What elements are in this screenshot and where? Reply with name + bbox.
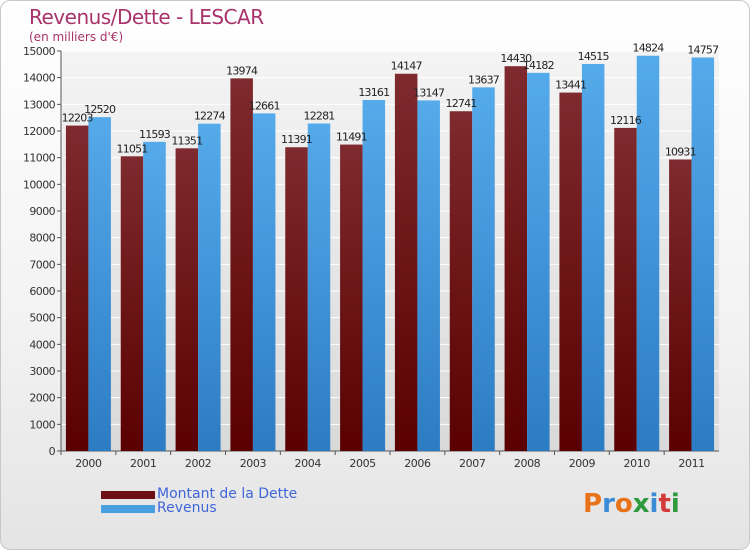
y-tick-label: 3000 (29, 365, 55, 378)
legend-label-debt: Montant de la Dette (157, 486, 298, 502)
x-tick-label: 2001 (130, 457, 156, 470)
data-label-debt: 11391 (281, 133, 312, 146)
bar-revenue (252, 113, 276, 451)
logo-letter: P (583, 489, 603, 519)
bar-revenue (527, 72, 550, 452)
logo-letter: r (602, 489, 615, 519)
x-tick-label: 2010 (624, 457, 651, 470)
bar-revenue (472, 87, 495, 451)
bar-revenue (636, 55, 660, 452)
data-label-revenue: 13637 (468, 73, 500, 86)
x-tick-label: 2002 (185, 457, 211, 470)
y-tick-label: 8000 (29, 232, 55, 245)
data-label-revenue: 11593 (139, 128, 171, 141)
legend-swatch-revenue (101, 505, 155, 513)
data-label-revenue: 12274 (194, 110, 226, 123)
data-label-revenue: 12520 (84, 103, 116, 116)
x-tick-label: 2008 (514, 457, 541, 470)
x-tick-label: 2009 (569, 457, 596, 470)
x-tick-label: 2011 (678, 457, 704, 470)
y-tick-label: 0 (49, 445, 56, 458)
y-tick-label: 9000 (29, 205, 55, 218)
data-label-revenue: 14182 (523, 59, 554, 72)
bar-debt (175, 148, 199, 451)
logo-letter: o (614, 489, 633, 519)
bar-debt (285, 147, 308, 452)
bar-revenue (417, 100, 440, 451)
data-label-debt: 12741 (446, 97, 477, 110)
bar-debt (340, 144, 363, 451)
logo-letter: t (658, 489, 671, 519)
data-label-debt: 12203 (62, 112, 94, 125)
logo-letter: x (632, 489, 650, 519)
bar-revenue (307, 123, 331, 452)
y-tick-label: 4000 (29, 338, 55, 351)
y-tick-label: 15000 (23, 45, 56, 58)
y-tick-label: 13000 (23, 98, 56, 111)
bar-revenue (581, 63, 605, 451)
data-label-revenue: 13147 (413, 86, 445, 99)
bar-revenue (198, 123, 221, 452)
bar-debt (559, 92, 582, 451)
bar-debt (669, 159, 692, 452)
data-label-debt: 14147 (391, 60, 423, 73)
plot-area (61, 51, 719, 451)
y-tick-label: 12000 (23, 125, 56, 138)
x-tick-label: 2004 (295, 457, 322, 470)
legend-item-debt: Montant de la Dette (101, 486, 401, 503)
y-tick-label: 5000 (29, 312, 55, 325)
legend-label-revenue: Revenus (157, 500, 217, 516)
bar-debt (230, 78, 253, 452)
data-label-revenue: 12281 (304, 110, 335, 123)
data-label-debt: 13441 (555, 79, 586, 92)
data-label-debt: 14430 (500, 52, 532, 65)
bar-debt (449, 111, 473, 452)
bar-debt (614, 127, 637, 451)
chart-title: Revenus/Dette - LESCAR (29, 5, 264, 29)
bar-revenue (143, 141, 166, 451)
x-tick-label: 2003 (240, 457, 267, 470)
y-tick-label: 6000 (29, 285, 55, 298)
data-label-revenue: 12661 (249, 99, 280, 112)
legend-item-revenue: Revenus (101, 500, 401, 517)
data-label-debt: 11351 (171, 134, 202, 147)
x-tick-label: 2005 (349, 457, 376, 470)
x-tick-label: 2007 (459, 457, 486, 470)
chart-subtitle: (en milliers d'€) (29, 30, 124, 44)
data-label-revenue: 13161 (358, 86, 389, 99)
bar-revenue (691, 57, 715, 451)
x-tick-label: 2006 (404, 457, 431, 470)
bar-debt (120, 156, 144, 451)
bar-revenue (362, 100, 386, 451)
data-label-debt: 11491 (336, 131, 367, 144)
y-tick-label: 2000 (29, 392, 55, 405)
proxiti-logo: Proxiti (583, 489, 680, 519)
data-label-revenue: 14824 (633, 42, 665, 55)
y-tick-label: 14000 (23, 72, 56, 85)
y-tick-label: 10000 (23, 178, 56, 191)
legend-swatch-debt (101, 491, 155, 499)
bar-revenue (88, 117, 111, 451)
data-label-revenue: 14757 (687, 43, 719, 56)
logo-letter: i (670, 489, 680, 519)
bar-debt (394, 73, 418, 451)
bar-debt (65, 125, 89, 451)
data-label-debt: 10931 (665, 146, 696, 159)
logo-letter: i (649, 489, 659, 519)
data-label-debt: 11051 (117, 142, 148, 155)
y-tick-label: 11000 (23, 152, 56, 165)
data-label-debt: 13974 (226, 64, 258, 77)
y-tick-label: 1000 (29, 418, 55, 431)
bar-debt (504, 66, 528, 451)
data-label-debt: 12116 (610, 114, 642, 127)
y-tick-label: 7000 (29, 258, 55, 271)
x-tick-label: 2000 (75, 457, 102, 470)
data-label-revenue: 14515 (578, 50, 610, 63)
